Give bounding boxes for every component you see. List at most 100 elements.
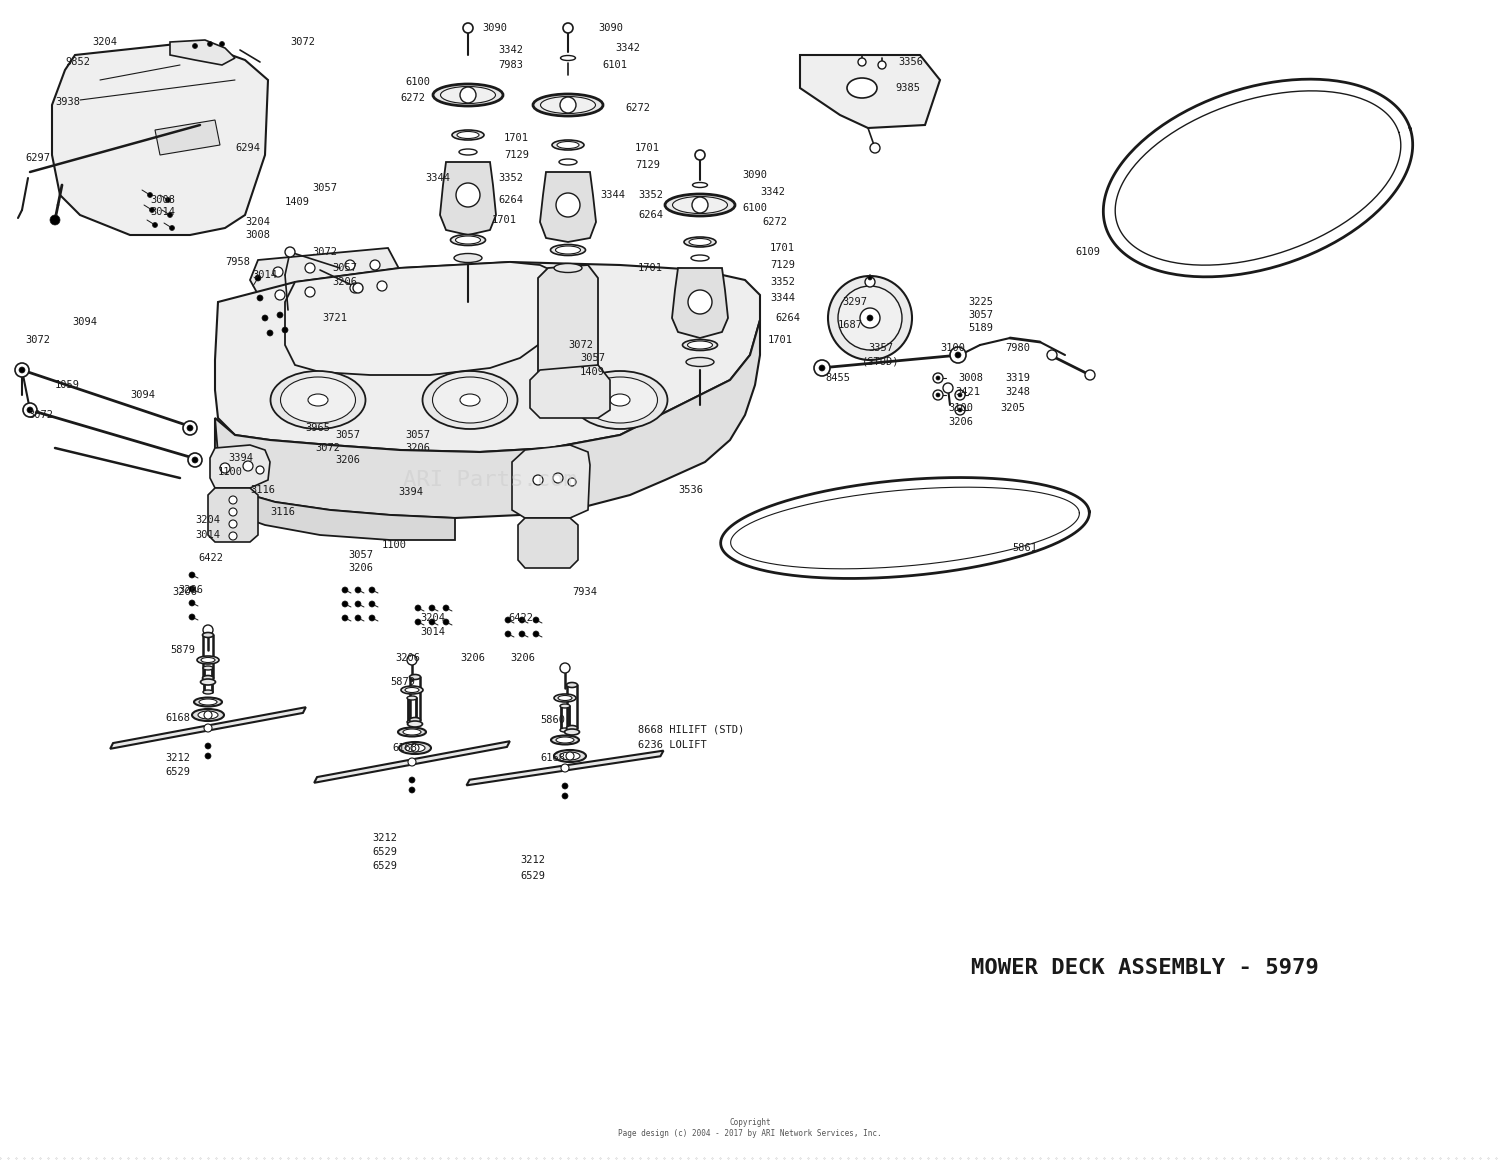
Text: 3356: 3356 xyxy=(898,57,922,67)
Text: 3014: 3014 xyxy=(420,627,446,637)
Ellipse shape xyxy=(458,131,478,138)
Text: 3116: 3116 xyxy=(270,507,296,517)
Ellipse shape xyxy=(200,699,217,705)
Circle shape xyxy=(342,587,348,593)
Ellipse shape xyxy=(406,720,417,724)
Text: 3094: 3094 xyxy=(130,390,154,401)
Polygon shape xyxy=(538,265,598,392)
Ellipse shape xyxy=(198,711,217,719)
Polygon shape xyxy=(314,741,510,783)
Polygon shape xyxy=(251,248,408,318)
Circle shape xyxy=(350,283,360,293)
Ellipse shape xyxy=(194,698,222,707)
Circle shape xyxy=(878,62,886,68)
Text: 1701: 1701 xyxy=(770,243,795,253)
Circle shape xyxy=(267,330,273,336)
Text: MOWER DECK ASSEMBLY - 5979: MOWER DECK ASSEMBLY - 5979 xyxy=(970,958,1318,978)
Ellipse shape xyxy=(441,87,495,103)
Text: 9385: 9385 xyxy=(896,82,920,93)
Circle shape xyxy=(560,663,570,673)
Ellipse shape xyxy=(201,679,216,685)
Ellipse shape xyxy=(404,729,422,735)
Text: 3204: 3204 xyxy=(195,515,220,525)
Circle shape xyxy=(27,408,33,413)
Polygon shape xyxy=(530,365,610,418)
Text: 3212: 3212 xyxy=(372,832,398,843)
Ellipse shape xyxy=(460,394,480,406)
Text: 6264: 6264 xyxy=(776,313,800,323)
Ellipse shape xyxy=(399,742,430,753)
Ellipse shape xyxy=(582,377,657,423)
Circle shape xyxy=(356,587,362,593)
Text: 3008: 3008 xyxy=(150,195,176,205)
Text: 3352: 3352 xyxy=(770,277,795,287)
Circle shape xyxy=(304,287,315,297)
Circle shape xyxy=(819,365,825,372)
Text: 7934: 7934 xyxy=(572,587,597,597)
Circle shape xyxy=(859,308,880,329)
Circle shape xyxy=(442,619,448,625)
Text: 3225: 3225 xyxy=(968,297,993,307)
Text: 6100: 6100 xyxy=(405,77,430,87)
Text: 7129: 7129 xyxy=(634,160,660,170)
Circle shape xyxy=(933,390,944,401)
Text: 3319: 3319 xyxy=(1005,373,1031,383)
Circle shape xyxy=(370,260,380,271)
Polygon shape xyxy=(518,518,578,568)
Ellipse shape xyxy=(452,130,484,140)
Text: 1409: 1409 xyxy=(580,367,604,377)
Text: 6100: 6100 xyxy=(742,203,766,212)
Ellipse shape xyxy=(400,686,423,694)
Ellipse shape xyxy=(560,752,580,760)
Circle shape xyxy=(15,363,28,377)
Circle shape xyxy=(192,457,198,463)
Text: 3072: 3072 xyxy=(26,336,50,345)
Text: 3072: 3072 xyxy=(315,444,340,453)
Polygon shape xyxy=(440,163,497,235)
Circle shape xyxy=(556,193,580,217)
Circle shape xyxy=(183,421,196,435)
Text: 6264: 6264 xyxy=(638,210,663,219)
Circle shape xyxy=(956,352,962,358)
Text: 3394: 3394 xyxy=(228,453,254,463)
Circle shape xyxy=(256,295,262,301)
Ellipse shape xyxy=(554,750,586,762)
Circle shape xyxy=(274,290,285,300)
Ellipse shape xyxy=(192,709,224,721)
Ellipse shape xyxy=(560,159,578,165)
Circle shape xyxy=(933,373,944,383)
Ellipse shape xyxy=(410,717,420,722)
Circle shape xyxy=(50,215,60,225)
Circle shape xyxy=(204,711,212,719)
Circle shape xyxy=(262,315,268,320)
Circle shape xyxy=(243,461,254,471)
Text: 6529: 6529 xyxy=(372,861,398,871)
Text: 3205: 3205 xyxy=(1000,403,1024,413)
Circle shape xyxy=(519,616,525,623)
Ellipse shape xyxy=(405,744,424,752)
Circle shape xyxy=(285,247,296,257)
Circle shape xyxy=(958,394,962,397)
Text: 7129: 7129 xyxy=(770,260,795,271)
Text: 3248: 3248 xyxy=(1005,387,1031,397)
Ellipse shape xyxy=(664,194,735,216)
Ellipse shape xyxy=(555,246,580,254)
Text: 7129: 7129 xyxy=(504,150,530,160)
Circle shape xyxy=(944,383,952,394)
Ellipse shape xyxy=(423,372,518,430)
Text: 3721: 3721 xyxy=(322,313,346,323)
Text: 3072: 3072 xyxy=(312,247,338,257)
Circle shape xyxy=(865,277,874,287)
Text: 3072: 3072 xyxy=(28,410,53,420)
Text: 3057: 3057 xyxy=(348,550,374,560)
Circle shape xyxy=(828,276,912,360)
Polygon shape xyxy=(672,268,728,338)
Text: 3357: 3357 xyxy=(868,342,892,353)
Text: 3206: 3206 xyxy=(394,652,420,663)
Ellipse shape xyxy=(201,657,214,663)
Circle shape xyxy=(562,783,568,789)
Text: 3342: 3342 xyxy=(498,45,523,55)
Ellipse shape xyxy=(408,721,423,727)
Circle shape xyxy=(867,315,873,320)
Ellipse shape xyxy=(456,236,480,244)
